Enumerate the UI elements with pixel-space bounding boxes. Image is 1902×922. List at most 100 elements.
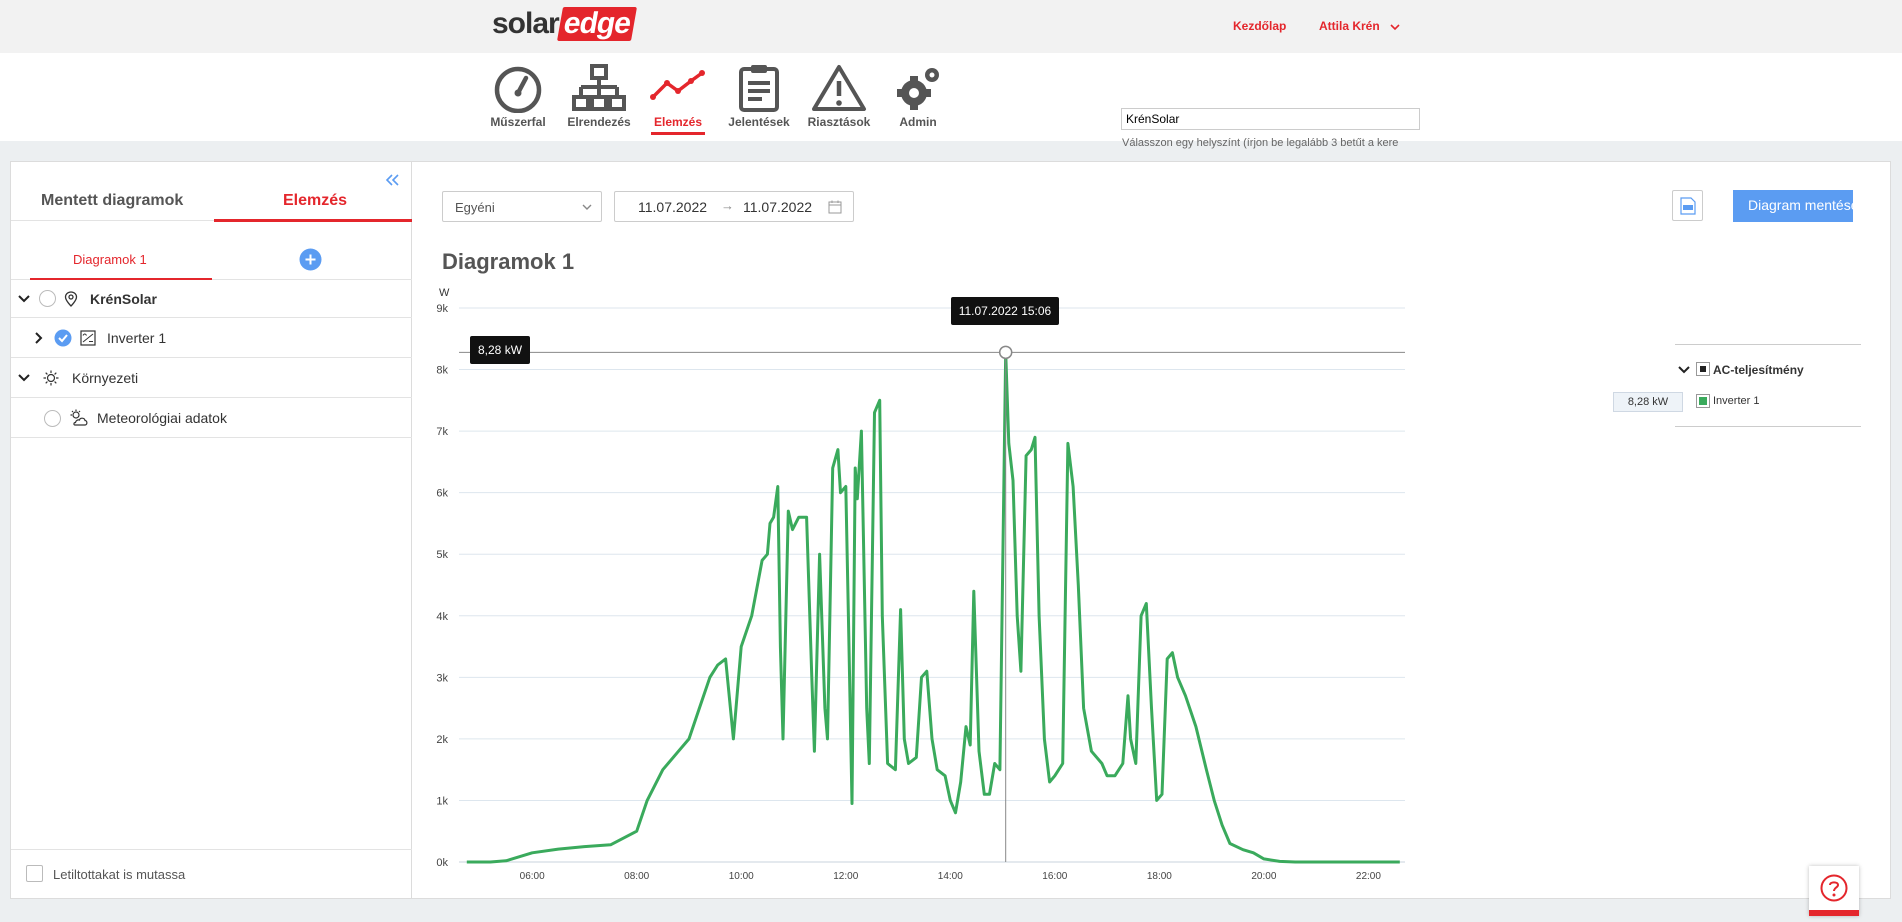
nav-label: Elrendezés xyxy=(567,115,631,129)
tooltip-value: 8,28 kW xyxy=(470,336,531,365)
collapse-panel-icon[interactable] xyxy=(384,172,400,188)
tree-site-row[interactable]: KrénSolar xyxy=(11,280,412,318)
main-nav: Műszerfal Elrendezés Elemzés Jelentések … xyxy=(0,53,1902,149)
legend-divider xyxy=(1675,344,1861,345)
x-tick-label: 18:00 xyxy=(1147,871,1172,882)
csv-file-icon xyxy=(1680,197,1696,215)
y-tick-label: 4k xyxy=(436,611,448,623)
chevron-down-icon[interactable] xyxy=(1677,363,1691,377)
chevron-down-icon xyxy=(582,204,592,210)
x-tick-label: 06:00 xyxy=(520,871,545,882)
chevron-down-icon xyxy=(1390,24,1400,30)
reports-icon xyxy=(739,65,779,112)
date-to[interactable]: 11.07.2022 xyxy=(743,199,813,215)
date-arrow: → xyxy=(721,198,734,213)
nav-label: Műszerfal xyxy=(490,115,546,129)
site-search-input[interactable] xyxy=(1121,108,1420,130)
y-axis-unit: W xyxy=(439,287,450,299)
y-tick-label: 5k xyxy=(436,549,448,561)
legend-series-label: Inverter 1 xyxy=(1713,395,1760,407)
gauge-icon xyxy=(494,66,542,113)
site-radio[interactable] xyxy=(39,290,56,307)
y-tick-label: 6k xyxy=(436,488,448,500)
hover-marker xyxy=(998,345,1013,360)
solaredge-logo[interactable]: solar edge xyxy=(492,7,637,41)
y-tick-label: 3k xyxy=(436,672,448,684)
nav-label: Jelentések xyxy=(728,115,790,129)
chevron-right-icon[interactable] xyxy=(32,331,46,345)
nav-label: Elemzés xyxy=(653,115,703,129)
inverter-icon xyxy=(80,330,96,346)
nav-analysis[interactable]: Elemzés xyxy=(643,63,713,135)
legend-group-checkbox[interactable] xyxy=(1696,362,1710,376)
export-csv-button[interactable] xyxy=(1672,190,1703,221)
tooltip-time: 11.07.2022 15:06 xyxy=(950,297,1060,326)
power-chart[interactable]: 0k 1k 2k 3k 4k 5k 6k 7k 8k 9k 06:00 08:00 10:00 12:0… xyxy=(413,262,1891,882)
chart-title: Diagramok 1 xyxy=(442,249,575,274)
x-tick-label: 08:00 xyxy=(624,871,649,882)
calendar-icon xyxy=(828,200,842,214)
tab-saved-charts[interactable]: Mentett diagramok xyxy=(41,192,184,209)
period-select[interactable]: Egyéni xyxy=(442,191,602,222)
tree-meteo-row[interactable]: Meteorológiai adatok xyxy=(11,399,412,438)
add-chart-icon[interactable] xyxy=(299,248,322,271)
date-from[interactable]: 11.07.2022 xyxy=(638,199,708,215)
user-menu[interactable]: Attila Krén xyxy=(1319,19,1401,33)
legend-series-checkbox[interactable] xyxy=(1696,394,1710,408)
left-sidebar: Mentett diagramok Elemzés Diagramok 1 Kr… xyxy=(11,162,412,898)
chart-area: Egyéni 11.07.2022 → 11.07.2022 Diagram m… xyxy=(413,162,1891,898)
chevron-down-icon[interactable] xyxy=(17,371,31,385)
y-tick-label: 7k xyxy=(436,426,448,438)
show-disabled-label: Letiltottakat is mutassa xyxy=(53,867,186,882)
x-tick-label: 16:00 xyxy=(1042,871,1067,882)
save-chart-button[interactable]: Diagram mentése xyxy=(1733,190,1853,222)
top-bar: solar edge Kezdőlap Attila Krén xyxy=(0,0,1902,53)
x-tick-label: 14:00 xyxy=(938,871,963,882)
x-tick-label: 22:00 xyxy=(1356,871,1381,882)
logo-part-1: solar xyxy=(492,7,560,40)
show-disabled-checkbox[interactable] xyxy=(26,865,43,882)
home-link[interactable]: Kezdőlap xyxy=(1233,19,1287,33)
tree-inverter-label: Inverter 1 xyxy=(107,330,167,346)
tree-inverter-row[interactable]: Inverter 1 xyxy=(11,319,412,358)
y-tick-label: 1k xyxy=(436,795,448,807)
nav-alerts[interactable]: Riasztások xyxy=(804,63,874,129)
nav-reports[interactable]: Jelentések xyxy=(724,63,794,129)
tree-env-label: Környezeti xyxy=(72,370,139,386)
nav-label: Riasztások xyxy=(807,115,871,129)
site-search-hint: Válasszon egy helyszínt (írjon be legalá… xyxy=(1122,137,1399,149)
sun-icon xyxy=(43,370,59,386)
weather-icon xyxy=(70,409,88,426)
admin-icon xyxy=(897,68,939,110)
x-tick-label: 12:00 xyxy=(833,871,858,882)
y-tick-label: 8k xyxy=(436,365,448,377)
subtab-charts-1[interactable]: Diagramok 1 xyxy=(73,252,147,267)
help-bar xyxy=(1809,910,1859,916)
active-tab-indicator xyxy=(214,219,412,222)
layout-icon xyxy=(572,64,626,111)
period-value: Egyéni xyxy=(455,200,495,215)
chevron-down-icon[interactable] xyxy=(17,292,31,306)
location-pin-icon xyxy=(64,290,78,307)
nav-layout[interactable]: Elrendezés xyxy=(564,63,634,129)
user-name: Attila Krén xyxy=(1319,19,1380,33)
help-button[interactable] xyxy=(1809,866,1859,916)
date-range-picker[interactable]: 11.07.2022 → 11.07.2022 xyxy=(614,191,854,222)
y-tick-label: 9k xyxy=(436,303,448,315)
tab-analysis[interactable]: Elemzés xyxy=(283,192,348,209)
nav-admin[interactable]: Admin xyxy=(883,63,953,129)
legend-value-badge: 8,28 kW xyxy=(1613,392,1683,412)
logo-part-2: edge xyxy=(556,7,637,41)
y-tick-label: 0k xyxy=(436,857,448,869)
y-tick-label: 2k xyxy=(436,734,448,746)
tab-divider xyxy=(11,220,412,221)
analysis-icon xyxy=(650,70,705,100)
help-icon xyxy=(1820,874,1848,902)
active-subtab-indicator xyxy=(30,278,212,280)
alerts-icon xyxy=(812,65,866,111)
meteo-radio[interactable] xyxy=(44,409,61,427)
tree-env-row[interactable]: Környezeti xyxy=(11,359,412,398)
legend-divider-bottom xyxy=(1675,426,1861,427)
nav-dashboard[interactable]: Műszerfal xyxy=(483,63,553,129)
checked-checkbox-icon[interactable] xyxy=(54,329,72,347)
